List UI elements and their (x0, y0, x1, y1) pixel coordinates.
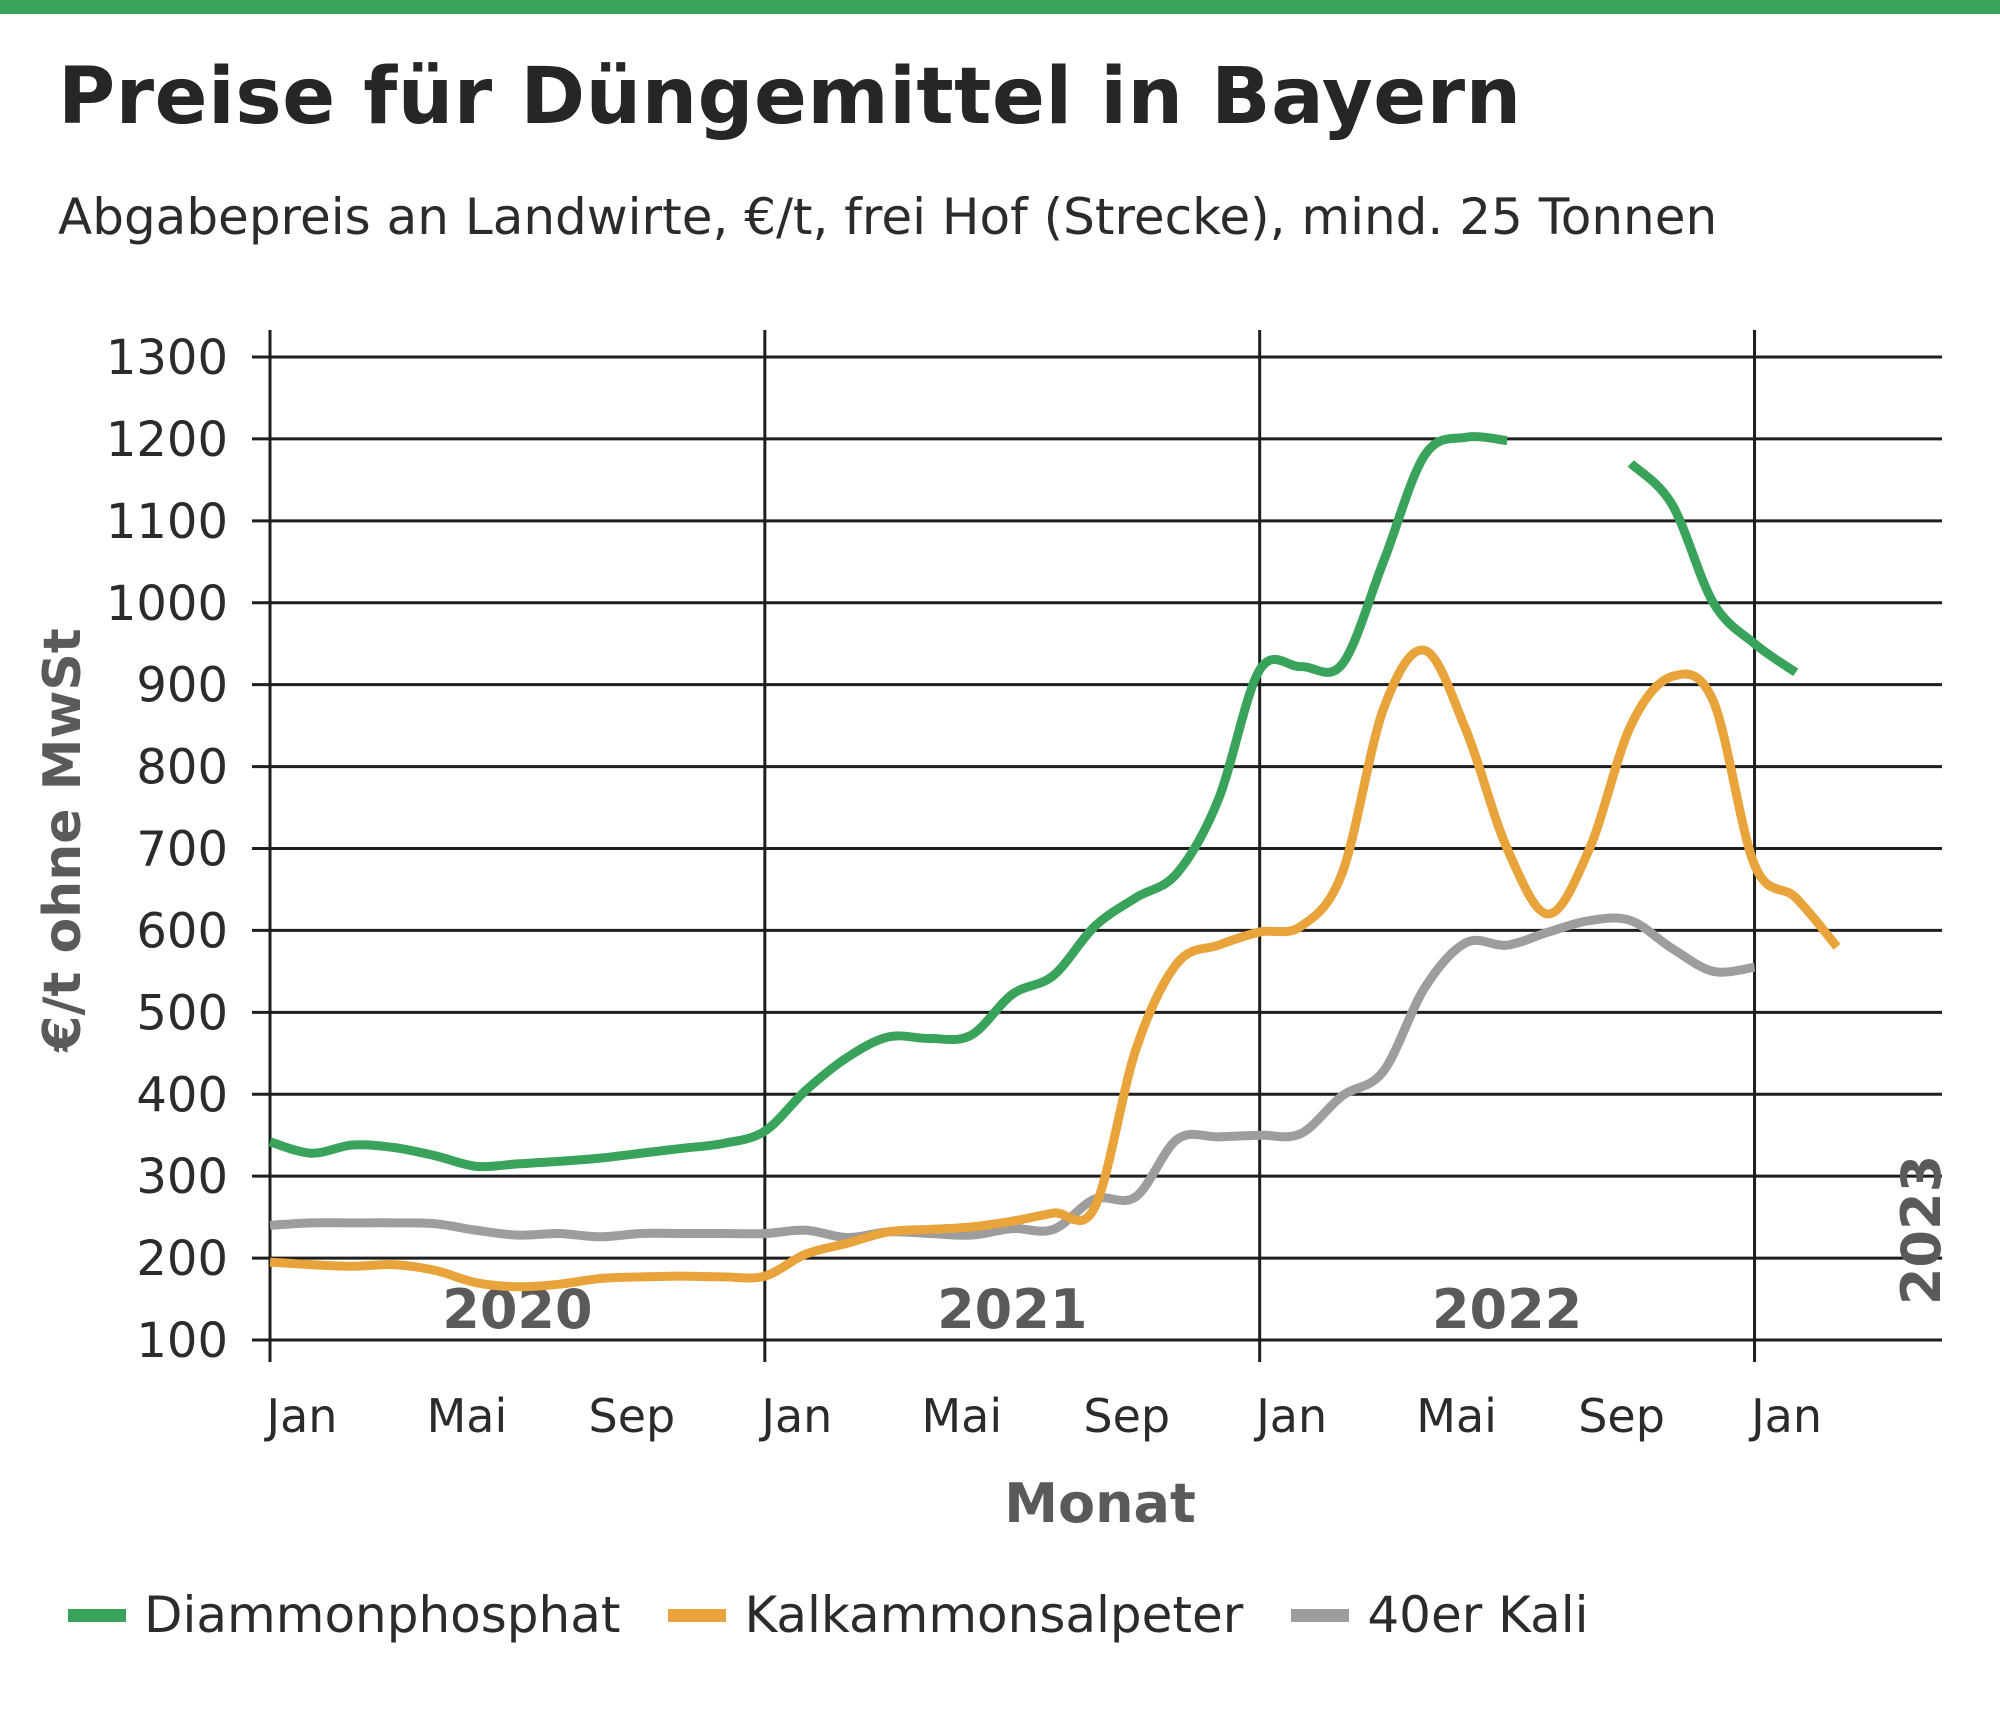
x-tick-label: Mai (1416, 1389, 1497, 1443)
y-tick-label: 100 (136, 1313, 228, 1369)
x-axis-title: Monat (1004, 1472, 1196, 1535)
y-tick-label: 1100 (106, 494, 228, 550)
series-line-40er-kali (269, 913, 1756, 1243)
chart-canvas: 100 200 300 400 500 600 700 800 900 1000 1100 1200 1… (33, 330, 1953, 1535)
y-tick-label: 500 (136, 985, 228, 1041)
year-label: 2022 (1432, 1278, 1582, 1341)
x-tick-label: Sep (1083, 1389, 1170, 1443)
legend-label: 40er Kali (1367, 1586, 1589, 1644)
y-tick-label: 200 (136, 1231, 228, 1287)
legend-swatch-gray (1291, 1608, 1350, 1622)
y-tick-label: 600 (136, 903, 228, 959)
y-axis-title: €/t ohne MwSt (33, 628, 93, 1052)
legend-swatch-orange (668, 1608, 727, 1622)
series-line-diammonphosphat-segment-1 (268, 432, 1508, 1172)
legend-item-40er-kali: 40er Kali (1291, 1586, 1589, 1644)
y-tick-label: 900 (136, 658, 228, 714)
y-tick-label: 1300 (106, 330, 228, 386)
legend-swatch-green (68, 1608, 126, 1622)
y-tick-label: 800 (136, 740, 228, 796)
y-tick-label: 1200 (106, 412, 228, 468)
year-label: 2021 (937, 1278, 1087, 1341)
x-tick-label: Mai (921, 1389, 1002, 1443)
x-tick-label: Sep (1578, 1389, 1665, 1443)
legend-label: Diammonphosphat (144, 1586, 621, 1644)
legend-label: Kalkammonsalpeter (744, 1586, 1244, 1644)
chart-title: Preise für Düngemittel in Bayern (58, 52, 1522, 142)
series-line-kalkammonsalpeter (269, 645, 1841, 1292)
year-label-rotated: 2023 (1890, 1155, 1953, 1305)
y-tick-label: 1000 (106, 576, 228, 632)
x-tick-label: Mai (427, 1389, 508, 1443)
x-tick-label: Jan (758, 1389, 832, 1443)
x-tick-label: Jan (264, 1389, 338, 1443)
y-tick-label: 400 (136, 1067, 228, 1123)
series-line-diammonphosphat-segment-2 (1627, 460, 1799, 677)
y-tick-label: 700 (136, 822, 228, 878)
legend-item-kalkammonsalpeter: Kalkammonsalpeter (668, 1586, 1243, 1644)
legend: Diammonphosphat Kalkammonsalpeter 40er K… (68, 1580, 1637, 1650)
y-tick-label: 300 (136, 1149, 228, 1205)
x-tick-label: Sep (589, 1389, 676, 1443)
legend-item-diammonphosphat: Diammonphosphat (68, 1586, 620, 1644)
x-tick-label: Jan (1253, 1389, 1327, 1443)
chart-subtitle: Abgabepreis an Landwirte, €/t, frei Hof … (58, 188, 1718, 246)
x-tick-label: Jan (1748, 1389, 1822, 1443)
top-accent-bar (0, 0, 2000, 14)
